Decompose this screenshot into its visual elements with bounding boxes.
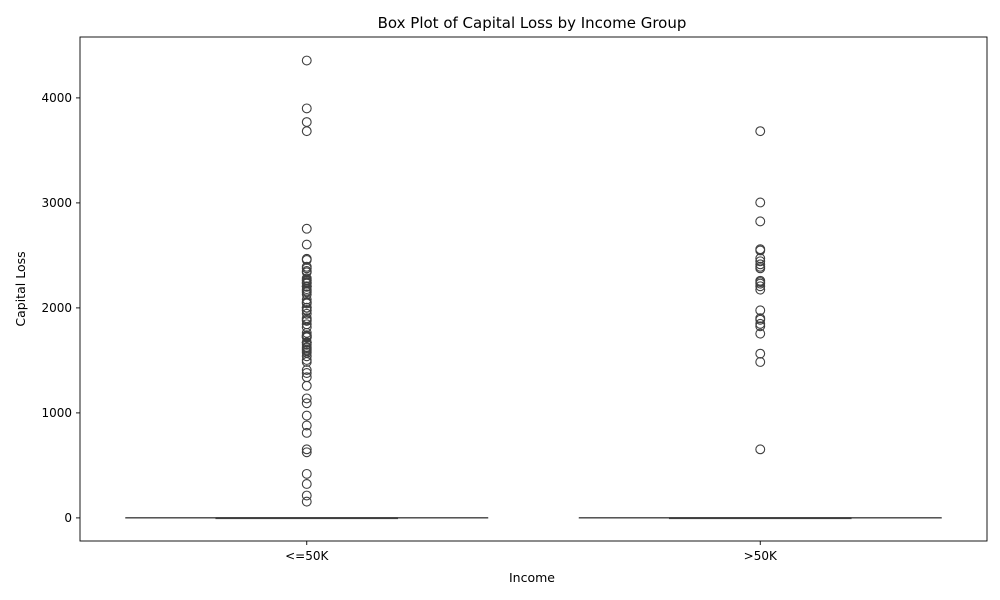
outlier-point (755, 259, 766, 270)
outlier-point (301, 319, 312, 330)
box-series (125, 55, 942, 520)
plot-frame (79, 36, 988, 542)
outlier-point (755, 216, 766, 227)
plot-area: 0 1000 2000 3000 4000 <=50K >50K (41, 36, 988, 563)
outlier-point (755, 126, 766, 137)
y-tick-label: 4000 (41, 91, 72, 105)
outlier-point (755, 444, 766, 455)
outlier-point (301, 126, 312, 137)
outlier-point (301, 296, 312, 307)
outlier-point (301, 117, 312, 128)
outlier-point (301, 420, 312, 431)
outlier-point (301, 302, 312, 313)
outlier-point (301, 368, 312, 378)
outlier-point (301, 496, 312, 507)
outlier-point (755, 244, 766, 255)
outlier-point (301, 265, 312, 276)
outlier-point (755, 275, 766, 286)
x-tick-label: >50K (744, 549, 778, 563)
outlier-point (301, 330, 312, 341)
outlier-point (301, 281, 312, 292)
outlier-point (301, 410, 312, 421)
outlier-point (755, 348, 766, 359)
chart-title: Box Plot of Capital Loss by Income Group (378, 14, 687, 32)
outlier-point (301, 398, 312, 409)
x-axis: <=50K >50K (285, 541, 778, 563)
outlier-point (301, 365, 312, 376)
y-tick-label: 3000 (41, 196, 72, 210)
x-axis-label: Income (509, 570, 555, 585)
outlier-point (301, 393, 312, 404)
outlier-point (755, 256, 766, 267)
box-1 (125, 55, 489, 520)
outlier-point (301, 253, 312, 264)
outlier-point (755, 321, 766, 332)
outlier-point (755, 197, 766, 208)
outlier-point (755, 328, 766, 339)
box-2 (578, 126, 942, 520)
y-axis: 0 1000 2000 3000 4000 (41, 91, 80, 525)
y-tick-label: 2000 (41, 301, 72, 315)
outlier-point (755, 357, 766, 367)
outlier-point (301, 273, 312, 284)
outlier-point (755, 281, 766, 292)
outlier-point (301, 444, 312, 455)
outlier-point (301, 103, 312, 114)
outlier-point (301, 223, 312, 234)
outlier-point (301, 380, 312, 391)
outlier-point (301, 55, 312, 66)
outlier-point (301, 261, 312, 272)
outlier-point (301, 372, 312, 383)
y-tick-label: 0 (64, 511, 72, 525)
outlier-point (301, 427, 312, 438)
outlier-point (755, 313, 766, 324)
outlier-point (301, 447, 312, 458)
outlier-point (755, 305, 766, 316)
y-axis-label: Capital Loss (13, 251, 28, 326)
x-tick-label: <=50K (285, 549, 329, 563)
outlier-point (301, 479, 312, 489)
outlier-point (301, 468, 312, 479)
outlier-point (301, 490, 312, 501)
outlier-point (301, 337, 312, 348)
y-tick-label: 1000 (41, 406, 72, 420)
outlier-point (755, 318, 766, 329)
outlier-point (301, 239, 312, 250)
outlier-point (301, 308, 312, 319)
outlier-point (301, 313, 312, 324)
